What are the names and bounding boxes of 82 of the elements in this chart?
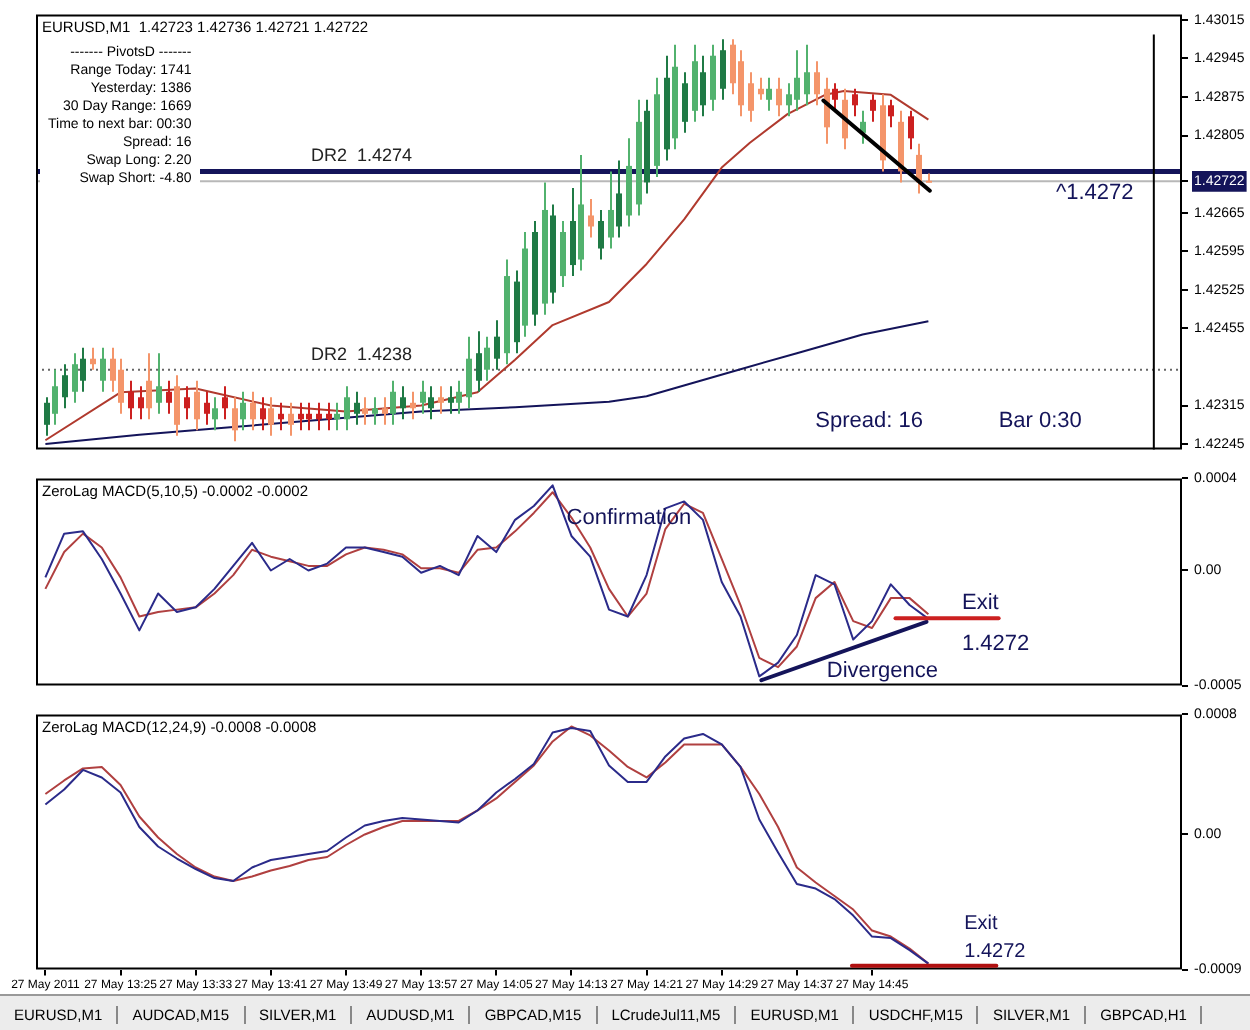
candlestick [852,87,858,118]
candlestick [588,197,594,239]
candlestick [260,396,266,432]
candlestick [326,401,332,432]
candlestick [390,379,396,426]
candlestick [476,330,482,393]
candlestick [814,60,820,107]
candlestick [100,346,106,393]
annotation: Divergence [826,659,939,684]
candlestick [748,71,754,123]
annotation: Bar 0:30 [998,409,1082,434]
candlestick [710,43,716,112]
candlestick [616,159,622,239]
candlestick [204,390,210,426]
candlestick [372,396,378,426]
candlestick [494,319,500,371]
ref-line-label: DR2 1.4238 [311,343,413,364]
candlestick [598,208,604,261]
candlestick [560,219,566,289]
candlestick [832,82,838,112]
candlestick [128,379,134,421]
annotation: Exit [964,913,999,936]
candlestick [766,76,772,112]
candlestick [278,401,284,432]
candlestick [758,76,764,101]
candlestick [804,43,810,107]
candlestick [72,352,78,404]
candlestick [870,93,876,123]
candlestick [456,379,462,415]
candlestick [888,98,894,129]
candlestick [90,346,96,371]
candlestick [334,401,340,432]
candlestick [484,335,490,382]
candlestick [174,374,180,437]
annotation: 1.4272 [964,941,1027,964]
annotation: Exit [961,590,999,615]
candlestick [118,357,124,415]
candlestick [428,385,434,421]
candlestick [138,385,144,421]
candlestick [466,335,472,410]
candlestick [184,385,190,421]
candlestick [250,390,256,432]
candlestick [776,76,782,118]
candlestick [80,346,86,393]
candlestick [448,385,454,415]
candlestick [720,38,726,101]
candlestick [212,396,218,432]
candlestick [268,396,274,437]
candlestick [354,390,360,426]
candlestick [682,71,688,134]
candlestick [362,396,368,426]
candlestick [786,82,792,118]
candlestick [608,170,614,250]
candlestick [794,49,800,112]
candlestick [400,385,406,421]
candlestick [44,396,50,437]
ref-line-label: DR2 1.4274 [311,145,413,166]
candlestick [306,401,312,432]
candlestick [156,352,162,415]
annotation: ^1.4272 [1055,180,1134,205]
candlestick [288,401,294,437]
candlestick [438,385,444,415]
candlestick [222,385,228,421]
candlestick [908,109,914,151]
candlestick [232,396,238,443]
candlestick [700,54,706,118]
annotation: 1.4272 [961,632,1030,657]
candlestick [410,390,416,421]
candlestick [166,379,172,415]
candlestick [146,352,152,421]
candlestick [240,390,246,432]
candlestick [194,379,200,432]
candlestick [316,401,322,432]
candlestick [382,396,388,426]
annotation: Spread: 16 [815,409,923,434]
candlestick [52,368,58,426]
candlestick [570,186,576,278]
candlestick [62,363,68,410]
candlestick [420,379,426,415]
candlestick [738,49,744,118]
candlestick [298,401,304,432]
candlestick [344,385,350,432]
